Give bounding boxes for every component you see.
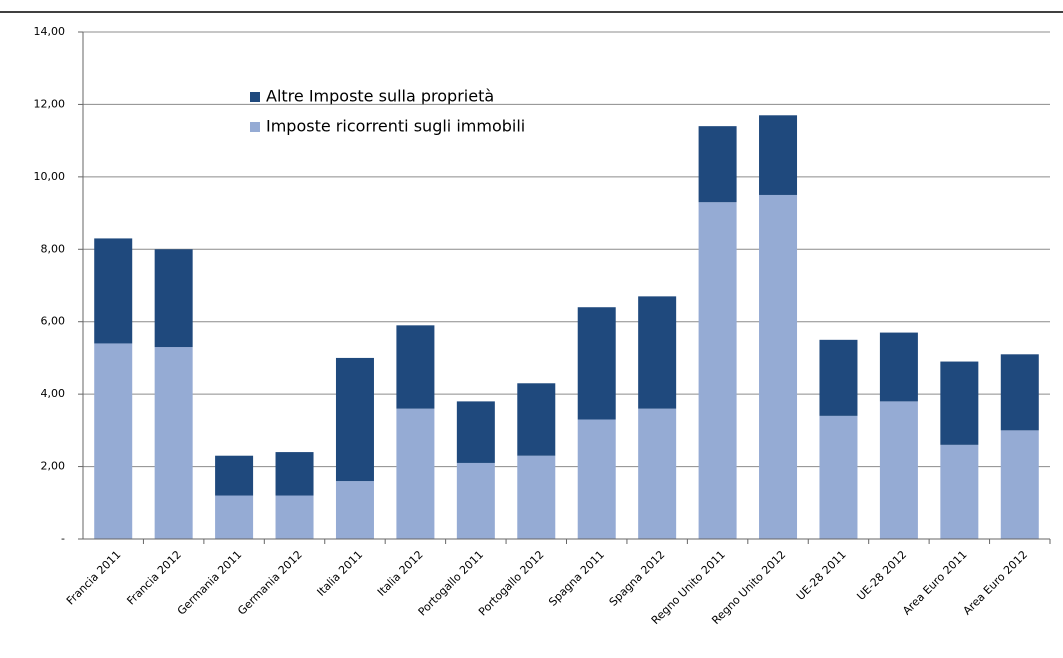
bar-segment <box>456 462 495 539</box>
bar-segment <box>940 361 979 445</box>
x-tick-label: Italia 2012 <box>375 548 426 599</box>
bar-segment <box>577 307 616 420</box>
bar-segment <box>275 452 314 496</box>
y-tick-label: 12,00 <box>34 97 66 110</box>
x-tick-label: Francia 2011 <box>64 548 123 607</box>
bar-segment <box>819 415 858 539</box>
bar-segment <box>638 408 677 539</box>
bar-segment <box>275 495 314 539</box>
x-tick-label: UE-28 2012 <box>854 548 909 603</box>
bar-segment <box>517 383 556 456</box>
y-tick-label: 8,00 <box>41 242 66 255</box>
bar-segment <box>154 249 193 348</box>
bar-segment <box>698 126 737 203</box>
bar-segment <box>577 419 616 539</box>
bar-segment <box>759 115 798 195</box>
bar-segment <box>1000 430 1039 539</box>
x-tick-label: Area Euro 2011 <box>900 548 969 617</box>
bar-segment <box>215 495 254 539</box>
bar-segment <box>94 343 133 539</box>
bar-segment <box>879 401 918 539</box>
y-tick-label: 10,00 <box>34 170 66 183</box>
y-tick-label: 2,00 <box>41 460 66 473</box>
x-tick-label: Portogallo 2012 <box>476 548 546 618</box>
y-tick-label: 6,00 <box>41 315 66 328</box>
bar-segment <box>1000 354 1039 431</box>
y-tick-label: 4,00 <box>41 387 66 400</box>
bar-segment <box>215 455 254 496</box>
bar-segment <box>396 325 435 409</box>
bar-segment <box>396 408 435 539</box>
x-tick-label: Spagna 2011 <box>546 548 607 609</box>
bar-segment <box>940 444 979 539</box>
bar-segment <box>335 357 374 482</box>
y-tick-label: - <box>61 532 65 545</box>
bar-segment <box>517 455 556 539</box>
x-tick-label: Area Euro 2012 <box>961 548 1030 617</box>
bar-segment <box>698 202 737 539</box>
bar-segment <box>335 481 374 539</box>
x-tick-label: Spagna 2012 <box>607 548 668 609</box>
legend-swatch <box>250 122 260 132</box>
x-tick-label: Portogallo 2011 <box>416 548 486 618</box>
legend-label: Altre Imposte sulla proprietà <box>266 87 494 106</box>
bar-segment <box>638 296 677 409</box>
bar-segment <box>759 194 798 539</box>
x-tick-label: Italia 2011 <box>315 548 366 599</box>
legend-label: Imposte ricorrenti sugli immobili <box>266 117 525 136</box>
x-tick-label: UE-28 2011 <box>794 548 849 603</box>
x-tick-label: Germania 2012 <box>235 548 305 618</box>
legend: Altre Imposte sulla proprietà Imposte ric… <box>250 87 525 136</box>
bar-segment <box>819 339 858 416</box>
x-tick-label: Germania 2011 <box>175 548 245 618</box>
bar-segment <box>94 238 133 344</box>
bar-segment <box>456 401 495 463</box>
x-tick-label: Francia 2012 <box>124 548 183 607</box>
bar-segment <box>879 332 918 402</box>
legend-swatch <box>250 92 260 102</box>
bar-segment <box>154 347 193 539</box>
y-tick-label: 14,00 <box>34 25 66 38</box>
